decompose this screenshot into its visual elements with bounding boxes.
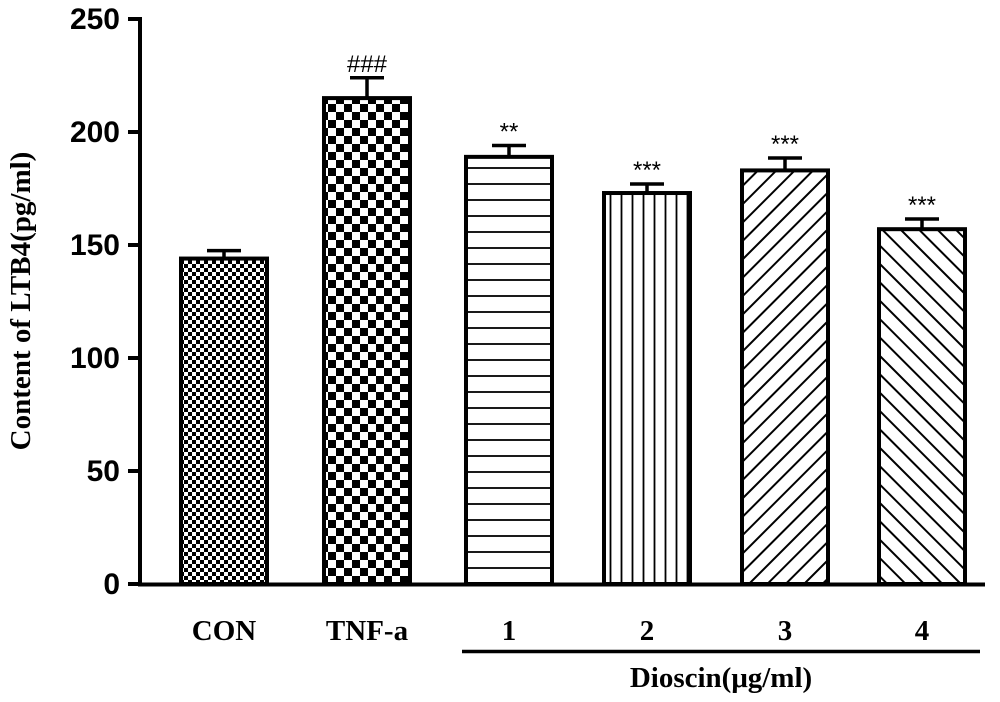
significance-label: **	[500, 119, 519, 146]
bar	[740, 168, 830, 586]
y-tick-label: 150	[70, 229, 120, 262]
x-category-label: 2	[640, 615, 655, 647]
x-category-label: CON	[192, 615, 257, 647]
y-tick-label: 250	[70, 3, 120, 36]
x-category-label: TNF-a	[326, 615, 409, 647]
y-axis-title: Content of LTB4(pg/ml)	[5, 152, 37, 451]
significance-label: ###	[347, 51, 388, 78]
significance-label: ***	[633, 157, 661, 184]
bar	[877, 227, 967, 586]
significance-label: ***	[908, 192, 936, 219]
bar	[322, 96, 412, 586]
bar	[179, 256, 269, 586]
y-tick-label: 0	[103, 568, 120, 601]
significance-label: ***	[771, 131, 799, 158]
bar	[602, 191, 692, 587]
x-category-label: 4	[915, 615, 930, 647]
x-category-label: 3	[778, 615, 793, 647]
y-tick-label: 100	[70, 342, 120, 375]
y-tick-label: 200	[70, 116, 120, 149]
group-label: Dioscin(μg/ml)	[630, 662, 812, 694]
bar	[464, 154, 554, 587]
y-tick-label: 50	[87, 455, 120, 488]
x-category-label: 1	[502, 615, 517, 647]
